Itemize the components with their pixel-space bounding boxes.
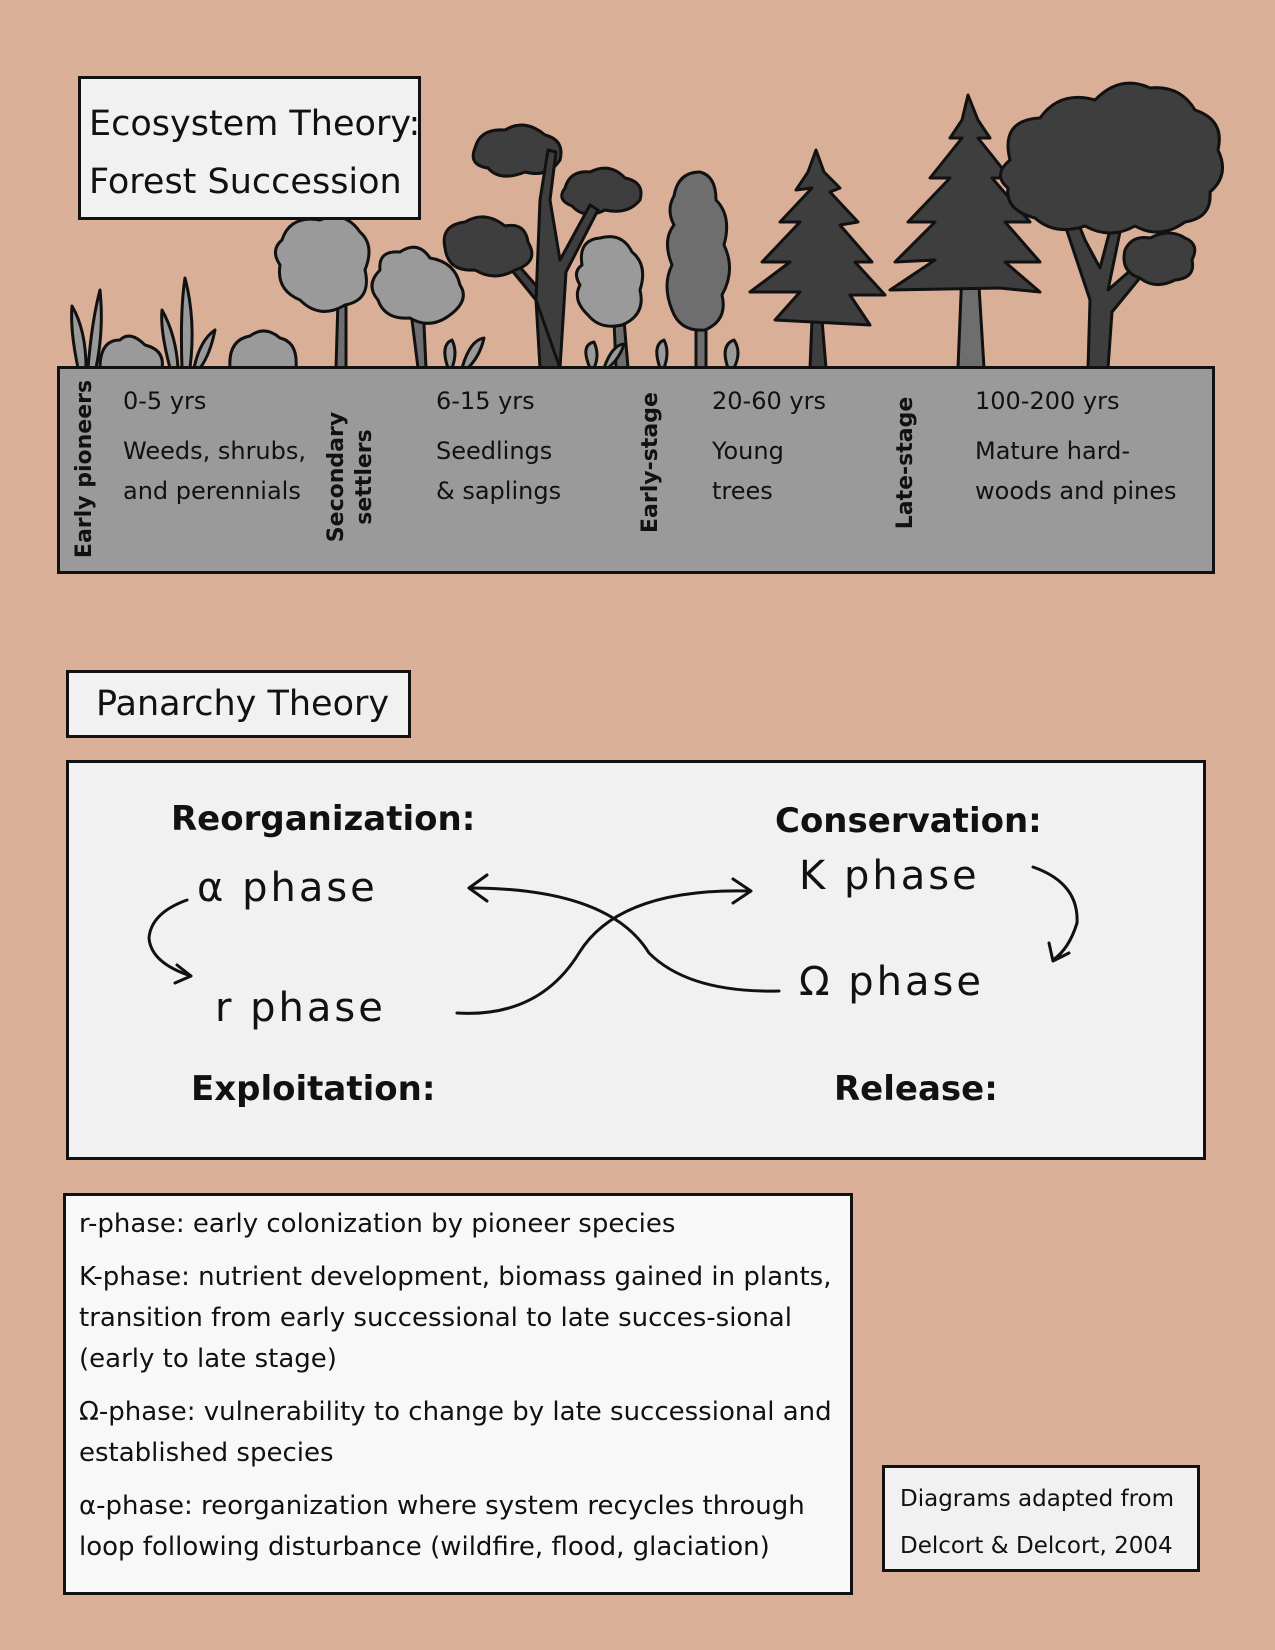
grass-icon (70, 288, 103, 370)
alpha-phase-label: α phase (197, 865, 378, 911)
credit-line-2: Delcort & Delcort, 2004 (900, 1533, 1173, 1559)
hardwood-tree-icon (1122, 231, 1197, 286)
stage-years: 20-60 yrs (712, 387, 826, 415)
stage-column-late-stage: 100-200 yrs Mature hard- woods and pines (975, 381, 1177, 511)
tree-trunk (534, 148, 600, 370)
grass-icon (160, 276, 217, 370)
tall-tree-icon (665, 170, 731, 332)
omega-phase-label: Ω phase (799, 959, 984, 1005)
title-line-1: Ecosystem Theory: (89, 104, 421, 144)
stage-desc-line-1: Seedlings (436, 437, 553, 465)
stage-desc-line-2: and perennials (123, 477, 301, 505)
sprout-icon (723, 338, 740, 370)
title-line-2: Forest Succession (89, 162, 402, 202)
stage-label-late-stage: Late-stage (893, 396, 918, 530)
forest-illustration (70, 81, 1224, 370)
stage-desc-line-1: Young (712, 437, 784, 465)
pine-tree-icon (888, 93, 1042, 294)
panarchy-diagram: Reorganization: Conservation: Exploitati… (66, 760, 1206, 1160)
stage-column-early-pioneers: 0-5 yrs Weeds, shrubs, and perennials (123, 381, 306, 511)
definition-r-phase: r-phase: early colonization by pioneer s… (79, 1209, 676, 1239)
reorganization-label: Reorganization: (171, 799, 476, 839)
cloud-tree-icon (471, 123, 563, 178)
stage-years: 100-200 yrs (975, 387, 1120, 415)
stage-desc-line-1: Mature hard- (975, 437, 1131, 465)
panarchy-title: Panarchy Theory (66, 670, 411, 738)
stage-desc-line-2: trees (712, 477, 773, 505)
shrub-icon (98, 334, 164, 370)
stage-column-early-stage: 20-60 yrs Young trees (712, 381, 826, 511)
stage-label-line-1: Secondary (324, 411, 349, 543)
tree-trunk (808, 318, 828, 370)
k-to-omega-arrow (1031, 865, 1079, 962)
round-tree-icon (274, 215, 371, 313)
conservation-label: Conservation: (775, 801, 1042, 841)
round-tree-icon (575, 235, 645, 328)
phase-definitions: r-phase: early colonization by pioneer s… (63, 1193, 853, 1595)
cloud-tree-icon (442, 215, 534, 278)
exploitation-label: Exploitation: (191, 1069, 436, 1109)
alpha-to-r-arrow (147, 898, 193, 978)
stage-desc-line-1: Weeds, shrubs, (123, 437, 307, 465)
r-to-k-curve (455, 889, 751, 1015)
stage-label-early-stage: Early-stage (638, 392, 663, 533)
hardwood-tree-icon (999, 81, 1224, 235)
stage-label-line-2: settlers (352, 429, 377, 525)
credit-box: Diagrams adapted from Delcort & Delcort,… (882, 1465, 1200, 1572)
arrowhead-icon (1047, 941, 1071, 963)
k-phase-label: K phase (799, 853, 980, 899)
arrowhead-icon (173, 963, 193, 985)
credit-line-1: Diagrams adapted from (900, 1486, 1175, 1512)
title-box: Ecosystem Theory: Forest Succession (78, 76, 421, 220)
stage-column-secondary-settlers: 6-15 yrs Seedlings & saplings (436, 381, 561, 511)
panarchy-arrows (147, 865, 1079, 1015)
omega-to-alpha-curve (467, 886, 781, 993)
definition-k-phase: K-phase: nutrient development, biomass g… (79, 1262, 832, 1374)
sprout-icon (443, 336, 486, 370)
release-label: Release: (834, 1069, 998, 1109)
definition-omega-phase: Ω-phase: vulnerability to change by late… (79, 1397, 832, 1468)
stage-years: 6-15 yrs (436, 387, 535, 415)
round-tree-icon (370, 245, 465, 325)
r-phase-label: r phase (215, 985, 386, 1031)
arrowhead-icon (731, 877, 753, 905)
stage-years: 0-5 yrs (123, 387, 207, 415)
stage-label-early-pioneers: Early pioneers (72, 379, 97, 559)
stage-desc-line-2: & saplings (436, 477, 562, 505)
pine-tree-icon (748, 148, 887, 327)
sprout-icon (584, 338, 669, 370)
stage-label-secondary-settlers: Secondary settlers (323, 407, 379, 547)
arrowhead-icon (467, 873, 489, 903)
cloud-tree-icon (560, 166, 643, 216)
stage-desc-line-2: woods and pines (975, 477, 1177, 505)
succession-ground-panel: Early pioneers 0-5 yrs Weeds, shrubs, an… (57, 366, 1215, 574)
definition-alpha-phase: α-phase: reorganization where system rec… (79, 1491, 805, 1562)
shrub-icon (228, 329, 298, 370)
